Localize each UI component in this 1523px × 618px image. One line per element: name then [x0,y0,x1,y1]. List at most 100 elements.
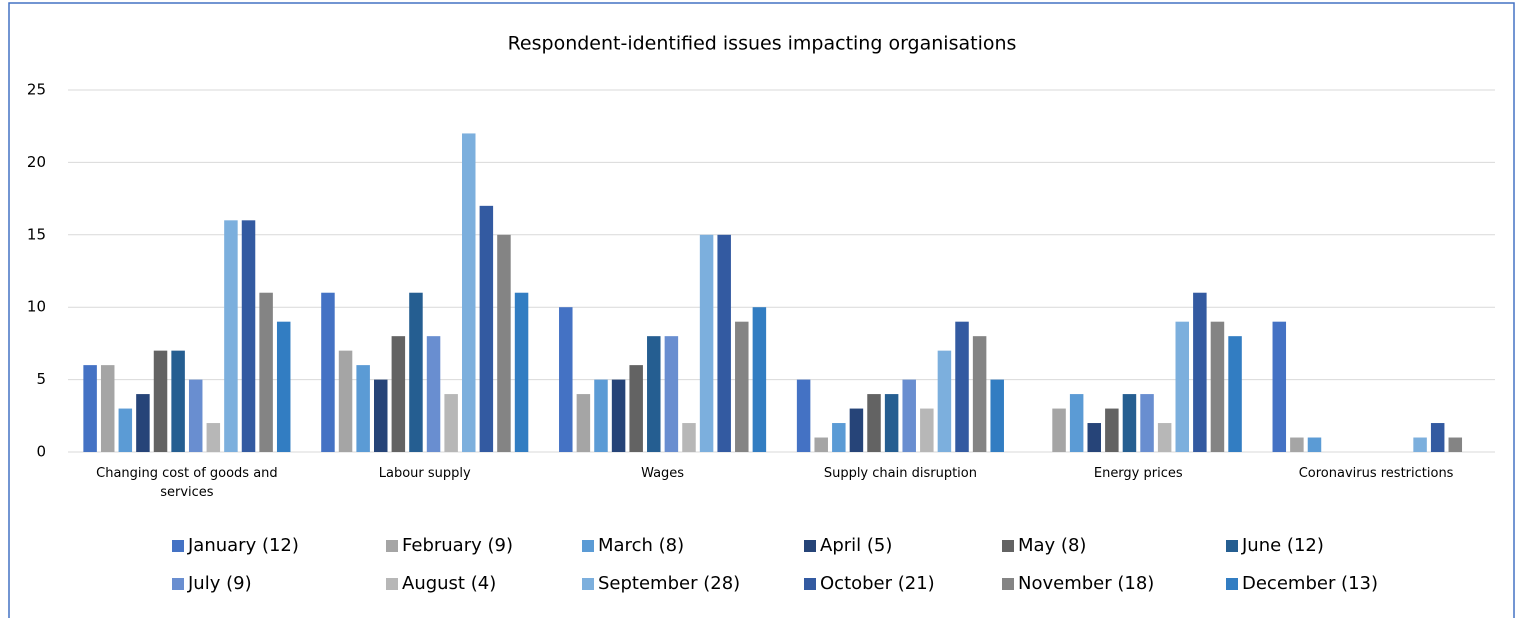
legend-swatch [582,578,594,590]
y-tick-label: 10 [27,298,46,316]
legend-label: October (21) [820,573,935,594]
bar [1157,423,1172,452]
x-tick-label: Coronavirus restrictions [1298,466,1454,481]
chart-title: Respondent-identified issues impacting o… [508,33,1017,55]
bar [955,321,969,452]
bar [752,307,767,452]
bar [206,423,221,452]
bar [576,394,591,452]
y-tick-label: 25 [27,81,46,99]
bar [374,379,388,452]
bar [664,336,679,452]
bar [647,336,661,452]
bar [1069,394,1084,452]
bar [1122,394,1137,452]
bar [832,423,846,452]
bar [409,292,423,452]
bar [972,336,987,452]
bar [735,321,749,452]
x-tick-label-box: Changing cost of goods and services [96,466,278,500]
legend-swatch [1002,540,1014,552]
legend-label: June (12) [1241,535,1324,556]
legend-swatch [172,540,184,552]
legend-label: May (8) [1018,535,1086,556]
legend-swatch [804,578,816,590]
legend-swatch [386,578,398,590]
legend-swatch [582,540,594,552]
bar [1175,321,1189,452]
bar [1448,437,1463,452]
legend-label: August (4) [402,573,496,594]
bar [990,379,1004,452]
bar [444,394,458,452]
bar [682,423,696,452]
bar [224,220,238,452]
y-tick-label: 15 [27,225,46,243]
bar [153,350,168,452]
bar [1105,408,1119,452]
legend-label: March (8) [598,535,684,556]
bar [171,350,185,452]
x-tick-label: Labour supply [378,466,471,481]
bar [338,350,353,452]
bar [849,408,864,452]
legend-label: February (9) [402,535,513,556]
bar [321,292,335,452]
x-tick-label: Energy prices [1093,466,1183,481]
x-tick-label-box: Energy prices [1093,466,1183,481]
bar [1052,408,1066,452]
y-tick-label: 20 [27,153,46,171]
bar [814,437,828,452]
bar [796,379,811,452]
legend-swatch [1226,578,1238,590]
bar [83,365,97,452]
x-tick-label: Supply chain disruption [823,466,977,481]
legend-swatch [386,540,398,552]
legend-label: November (18) [1018,573,1154,594]
bar [902,379,916,452]
bar [611,379,626,452]
bar [188,379,203,452]
x-tick-label-box: Coronavirus restrictions [1298,466,1454,481]
bar [1193,292,1207,452]
bar [884,394,899,452]
bar [594,379,608,452]
bar [717,234,731,452]
bar [514,292,529,452]
legend-label: April (5) [820,535,892,556]
y-tick-label: 5 [36,370,46,388]
bar [462,133,476,452]
bar [118,408,133,452]
bar [1272,321,1287,452]
x-tick-label-box: Wages [641,466,685,481]
bar [356,365,370,452]
bar [1140,394,1154,452]
bar [241,220,256,452]
bar [629,365,643,452]
bar [1413,437,1427,452]
bar [1210,321,1225,452]
bar [136,394,150,452]
bar [1307,437,1322,452]
bar [1228,336,1242,452]
legend-label: July (9) [187,573,252,594]
x-tick-label: Wages [641,466,685,481]
bar [920,408,934,452]
bar [497,234,511,452]
legend-label: January (12) [187,535,299,556]
bar [559,307,573,452]
bar [1290,437,1304,452]
legend-label: September (28) [598,573,740,594]
y-tick-label: 0 [36,443,46,461]
legend-swatch [1002,578,1014,590]
bar [1430,423,1445,452]
x-tick-label-box: Supply chain disruption [823,466,977,481]
bar [391,336,406,452]
bar [426,336,441,452]
bar [259,292,273,452]
legend-label: December (13) [1242,573,1378,594]
bar [100,365,115,452]
bar [937,350,952,452]
bar [867,394,881,452]
